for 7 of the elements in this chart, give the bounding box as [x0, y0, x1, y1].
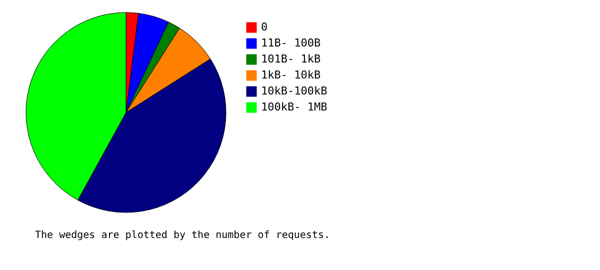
legend-label: 101B- 1kB	[261, 52, 321, 66]
legend-label: 11B- 100B	[261, 36, 321, 50]
legend-label: 100kB- 1MB	[261, 100, 328, 114]
text: The wedges are plotted by the number of requests.	[35, 230, 330, 241]
legend-label: 10kB-100kB	[261, 84, 328, 98]
legend-label: 0	[261, 20, 268, 34]
legend-label: 1kB- 10kB	[261, 68, 321, 82]
